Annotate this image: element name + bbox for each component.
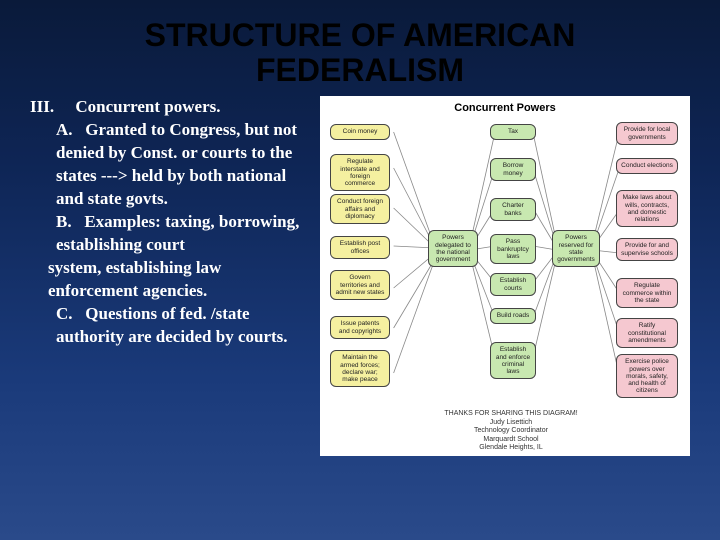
node-center-3: Pass bankruptcy laws bbox=[490, 234, 536, 263]
outline-text: III. Concurrent powers. A. Granted to Co… bbox=[30, 96, 310, 456]
node-center-2: Charter banks bbox=[490, 198, 536, 220]
diagram-body: Coin money Regulate interstate and forei… bbox=[326, 118, 684, 418]
node-right-3: Provide for and supervise schools bbox=[616, 238, 678, 260]
heading-text: Concurrent powers. bbox=[75, 97, 220, 116]
item-label: B. bbox=[56, 212, 72, 231]
item-text: Questions of fed. /state authority are d… bbox=[56, 304, 288, 346]
diagram-credit: THANKS FOR SHARING THIS DIAGRAM! Judy Li… bbox=[326, 410, 696, 452]
item-label: A. bbox=[56, 120, 73, 139]
outline-item-b-cont: system, establishing law enforcement age… bbox=[30, 257, 310, 303]
node-left-0: Coin money bbox=[330, 124, 390, 139]
node-right-6: Exercise police powers over morals, safe… bbox=[616, 354, 678, 398]
node-left-3: Establish post offices bbox=[330, 236, 390, 258]
outline-item-a: A. Granted to Congress, but not denied b… bbox=[30, 119, 310, 211]
credit-line-1: Judy Lisettich bbox=[326, 419, 696, 427]
node-left-2: Conduct foreign affairs and diplomacy bbox=[330, 194, 390, 223]
slide-content: III. Concurrent powers. A. Granted to Co… bbox=[0, 96, 720, 456]
item-text: Granted to Congress, but not denied by C… bbox=[56, 120, 297, 208]
node-left-5: Issue patents and copyrights bbox=[330, 316, 390, 338]
credit-line-3: Marquardt School bbox=[326, 436, 696, 444]
item-text: system, establishing law enforcement age… bbox=[48, 258, 221, 300]
node-left-4: Govern territories and admit new states bbox=[330, 270, 390, 299]
outline-item-c: C. Questions of fed. /state authority ar… bbox=[30, 303, 310, 349]
title-text: STRUCTURE OF AMERICAN FEDERALISM bbox=[145, 17, 576, 88]
node-right-5: Ratify constitutional amendments bbox=[616, 318, 678, 347]
node-right-2: Make laws about wills, contracts, and do… bbox=[616, 190, 678, 227]
node-right-hub: Powers reserved for state governments bbox=[552, 230, 600, 267]
credit-line-0: THANKS FOR SHARING THIS DIAGRAM! bbox=[326, 410, 696, 418]
credit-line-2: Technology Coordinator bbox=[326, 427, 696, 435]
node-center-5: Build roads bbox=[490, 308, 536, 323]
credit-line-4: Glendale Heights, IL bbox=[326, 444, 696, 452]
node-center-6: Establish and enforce criminal laws bbox=[490, 342, 536, 379]
node-left-6: Maintain the armed forces; declare war; … bbox=[330, 350, 390, 387]
node-center-0: Tax bbox=[490, 124, 536, 139]
item-label: C. bbox=[56, 304, 73, 323]
node-center-4: Establish courts bbox=[490, 273, 536, 295]
item-text: Examples: taxing, borrowing, establishin… bbox=[56, 212, 299, 254]
slide-title: STRUCTURE OF AMERICAN FEDERALISM bbox=[0, 0, 720, 96]
node-right-4: Regulate commerce within the state bbox=[616, 278, 678, 307]
node-left-1: Regulate interstate and foreign commerce bbox=[330, 154, 390, 191]
node-right-0: Provide for local governments bbox=[616, 122, 678, 144]
node-right-1: Conduct elections bbox=[616, 158, 678, 173]
outline-item-b: B. Examples: taxing, borrowing, establis… bbox=[30, 211, 310, 257]
outline-heading: III. Concurrent powers. bbox=[30, 96, 310, 119]
diagram-title: Concurrent Powers bbox=[326, 102, 684, 114]
node-left-hub: Powers delegated to the national governm… bbox=[428, 230, 478, 267]
concurrent-powers-diagram: Concurrent Powers bbox=[320, 96, 690, 456]
roman-numeral: III. bbox=[30, 97, 54, 116]
node-center-1: Borrow money bbox=[490, 158, 536, 180]
